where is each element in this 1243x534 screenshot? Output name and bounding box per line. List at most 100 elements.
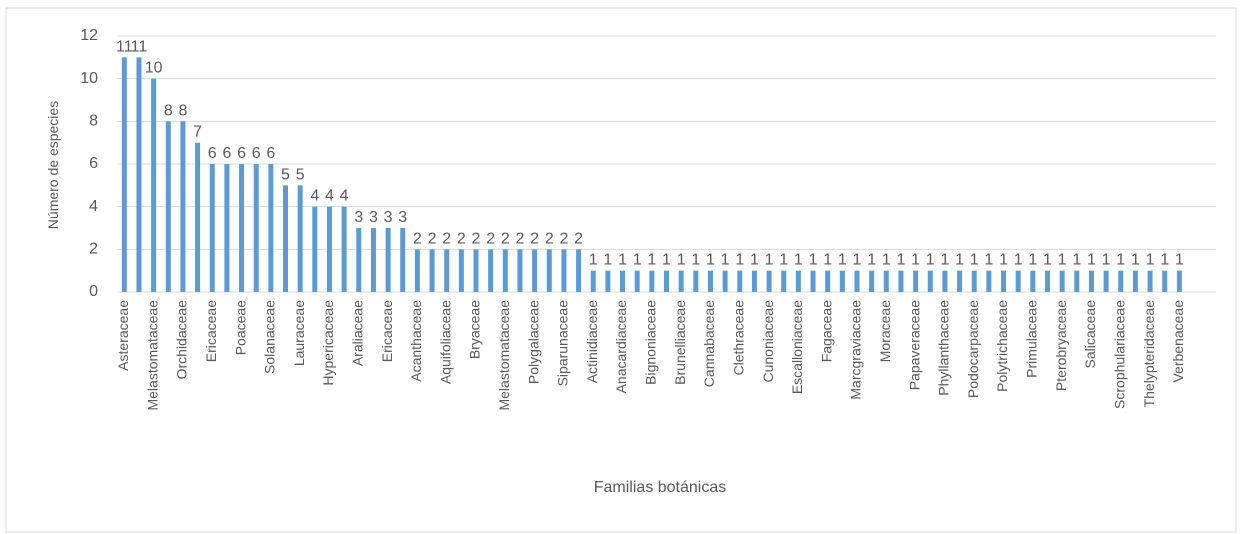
x-tick-label: Poaceae	[232, 300, 248, 355]
x-tick-label: Cannabaceae	[701, 300, 717, 387]
value-label: 1	[970, 252, 979, 269]
bar	[898, 270, 904, 292]
x-tick-label: Verbenaceae	[1170, 300, 1186, 383]
value-label: 2	[428, 230, 437, 247]
bar	[253, 164, 259, 292]
value-label: 1	[794, 252, 803, 269]
bar	[224, 164, 230, 292]
y-tick-label: 12	[80, 27, 98, 44]
value-label: 1	[1028, 252, 1037, 269]
x-tick-label: Cunoniaceae	[760, 300, 776, 383]
value-label: 1	[603, 252, 612, 269]
bar	[268, 164, 274, 292]
value-label: 8	[164, 102, 173, 119]
bar	[1074, 270, 1080, 292]
bar	[473, 249, 479, 292]
x-tick-label: Ericaceae	[203, 300, 219, 362]
x-tick-label: Brunelliaceae	[672, 300, 688, 385]
value-label: 6	[266, 145, 275, 162]
value-label: 5	[296, 166, 305, 183]
value-label: 2	[442, 230, 451, 247]
x-tick-label: Thelypteridaceae	[1141, 300, 1157, 408]
bar	[414, 249, 420, 292]
value-label: 1	[691, 252, 700, 269]
bar	[151, 78, 157, 293]
value-label: 1	[823, 252, 832, 269]
bar	[1030, 270, 1036, 292]
bar	[664, 270, 669, 292]
bar	[370, 228, 376, 292]
bar	[209, 164, 215, 292]
value-label: 2	[530, 230, 539, 247]
bar	[883, 270, 889, 292]
bar	[634, 270, 640, 292]
value-label: 1	[867, 252, 876, 269]
bar	[1176, 270, 1182, 292]
value-label: 1	[1116, 252, 1125, 269]
bar	[766, 270, 772, 292]
value-label: 6	[252, 145, 261, 162]
y-tick-label: 6	[89, 155, 98, 172]
x-tick-label: Fagaceae	[818, 300, 834, 362]
value-label: 6	[237, 145, 246, 162]
bar	[283, 185, 289, 292]
y-tick-label: 4	[89, 198, 98, 215]
value-label: 1	[999, 252, 1008, 269]
bar	[576, 249, 582, 292]
x-tick-label: Asteraceae	[115, 300, 131, 371]
bar	[957, 270, 963, 292]
bar	[326, 206, 332, 292]
value-label: 1	[589, 252, 598, 269]
x-tick-label: Anacardiaceae	[613, 300, 629, 394]
bar	[810, 270, 816, 292]
value-label: 1	[926, 252, 935, 269]
x-tick-label: Marcgraviaceae	[848, 300, 864, 400]
x-tick-label: Pterobryaceae	[1053, 300, 1069, 391]
bar	[1001, 270, 1007, 292]
bar	[1059, 270, 1065, 292]
bar	[839, 270, 845, 292]
bar	[312, 206, 318, 292]
value-label: 1	[662, 252, 671, 269]
value-label: 1	[633, 252, 642, 269]
x-axis-title: Familias botánicas	[594, 479, 727, 496]
value-label: 6	[208, 145, 217, 162]
bar	[136, 57, 142, 293]
bar	[869, 270, 875, 292]
value-label: 1	[853, 252, 862, 269]
value-label: 4	[310, 188, 319, 205]
x-tick-label: Araliaceae	[349, 300, 365, 366]
x-tick-label: Podocarpaceae	[965, 300, 981, 398]
chart-frame	[5, 7, 1237, 533]
value-label: 11	[116, 38, 133, 55]
value-label: 3	[354, 209, 363, 226]
bar	[1103, 270, 1109, 292]
bar	[590, 270, 596, 292]
value-label: 1	[838, 252, 847, 269]
value-label: 2	[486, 230, 495, 247]
bar	[385, 228, 391, 292]
value-label: 2	[574, 230, 583, 247]
value-label: 3	[369, 209, 378, 226]
x-tick-label: Ericaceae	[379, 300, 395, 362]
bar	[165, 121, 171, 292]
value-label: 1	[1146, 252, 1155, 269]
value-label: 1	[779, 252, 788, 269]
y-axis-title: Número de especies	[45, 101, 61, 229]
value-label: 1	[721, 252, 730, 269]
x-tick-label: Escalloniaceae	[789, 300, 805, 394]
bar	[942, 270, 948, 292]
bar	[532, 249, 538, 292]
value-label: 2	[559, 230, 568, 247]
bar	[546, 249, 552, 292]
y-tick-label: 2	[89, 241, 98, 258]
x-tick-label: Papaveraceae	[906, 300, 922, 391]
bar	[1162, 270, 1168, 292]
x-tick-label: Moraceae	[877, 300, 893, 362]
value-label: 2	[545, 230, 554, 247]
value-label: 1	[1131, 252, 1140, 269]
x-tick-label: Siparunaceae	[555, 300, 571, 387]
bar	[1015, 270, 1021, 292]
